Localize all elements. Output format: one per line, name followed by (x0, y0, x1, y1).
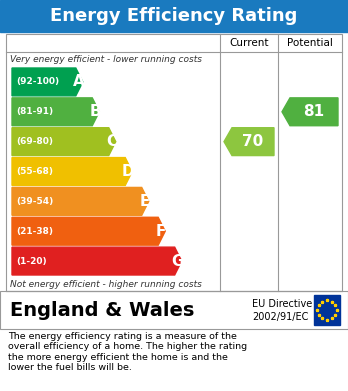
Polygon shape (224, 128, 274, 156)
Text: C: C (106, 134, 117, 149)
Text: Energy Efficiency Rating: Energy Efficiency Rating (50, 7, 298, 25)
Text: G: G (172, 254, 184, 269)
Bar (0, 291, 348, 329)
Polygon shape (12, 217, 165, 245)
Text: (1-20): (1-20) (16, 256, 47, 265)
Text: 70: 70 (242, 134, 264, 149)
Text: (92-100): (92-100) (16, 77, 59, 86)
Text: E: E (140, 194, 150, 209)
Text: 2002/91/EC: 2002/91/EC (252, 312, 308, 322)
Polygon shape (12, 68, 83, 96)
Polygon shape (282, 98, 338, 126)
Text: D: D (122, 164, 135, 179)
Text: (69-80): (69-80) (16, 137, 53, 146)
Text: B: B (89, 104, 101, 119)
Text: (81-91): (81-91) (16, 107, 53, 116)
Text: (55-68): (55-68) (16, 167, 53, 176)
Text: England & Wales: England & Wales (10, 301, 195, 319)
Text: Potential: Potential (287, 38, 333, 48)
Polygon shape (12, 247, 182, 275)
Polygon shape (12, 158, 132, 185)
Bar (0, 0, 348, 32)
Text: EU Directive: EU Directive (252, 299, 312, 309)
Text: Current: Current (229, 38, 269, 48)
Text: The energy efficiency rating is a measure of the
overall efficiency of a home. T: The energy efficiency rating is a measur… (8, 332, 247, 372)
Text: (21-38): (21-38) (16, 227, 53, 236)
Polygon shape (12, 98, 99, 126)
Bar (6, 34, 342, 291)
Bar (314, 295, 340, 325)
Text: Very energy efficient - lower running costs: Very energy efficient - lower running co… (10, 55, 202, 64)
Text: (39-54): (39-54) (16, 197, 53, 206)
Polygon shape (12, 187, 149, 215)
Text: Not energy efficient - higher running costs: Not energy efficient - higher running co… (10, 280, 202, 289)
Text: 81: 81 (303, 104, 325, 119)
Polygon shape (12, 128, 116, 156)
Text: A: A (73, 74, 85, 90)
Text: F: F (156, 224, 166, 239)
